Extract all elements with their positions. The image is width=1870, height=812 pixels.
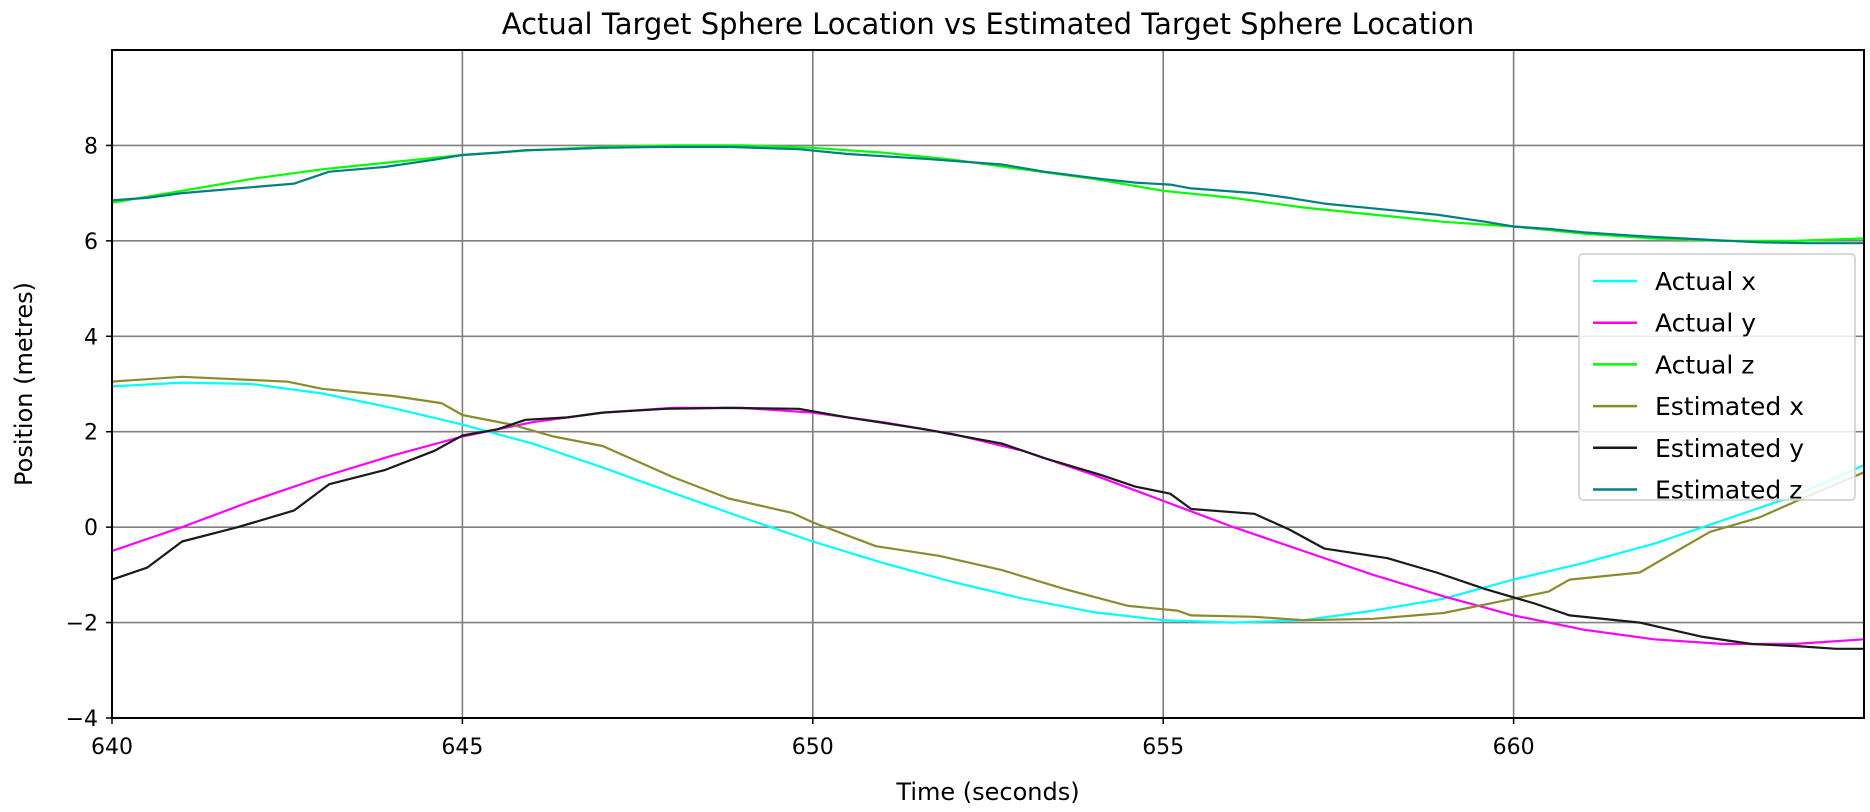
legend-label: Actual y bbox=[1655, 309, 1756, 338]
series-line-estimated-y bbox=[111, 406, 1864, 650]
x-tick-label: 640 bbox=[91, 735, 133, 760]
y-tick-label: 6 bbox=[84, 230, 98, 255]
legend-label: Estimated z bbox=[1655, 476, 1802, 505]
series-line-actual-z bbox=[111, 144, 1865, 242]
plot-area-frame bbox=[111, 49, 1865, 719]
y-tick-label: 4 bbox=[84, 325, 98, 350]
legend: Actual x Actual y Actual z Estimated x Estim… bbox=[1578, 253, 1856, 505]
legend-label: Actual x bbox=[1655, 267, 1756, 296]
x-axis-label: Time (seconds) bbox=[895, 778, 1079, 806]
series-line-estimated-x bbox=[111, 375, 1865, 622]
chart-title: Actual Target Sphere Location vs Estimat… bbox=[502, 7, 1474, 41]
y-tick-label: 8 bbox=[84, 134, 98, 159]
y-tick-label: 2 bbox=[84, 421, 98, 446]
legend-label: Estimated x bbox=[1655, 392, 1804, 421]
legend-label: Estimated y bbox=[1655, 434, 1804, 463]
x-tick-label: 660 bbox=[1493, 735, 1535, 760]
series-lines bbox=[111, 144, 1865, 650]
x-tick-label: 650 bbox=[792, 735, 834, 760]
series-line-actual-y bbox=[111, 406, 1865, 646]
legend-box bbox=[1578, 253, 1856, 501]
x-tick-label: 645 bbox=[441, 735, 483, 760]
legend-label: Actual z bbox=[1655, 350, 1754, 379]
series-line-actual-x bbox=[111, 381, 1865, 624]
y-tick-label: 0 bbox=[84, 516, 98, 541]
x-tick-label: 655 bbox=[1142, 735, 1184, 760]
y-tick-label: −4 bbox=[66, 707, 98, 732]
y-tick-label: −2 bbox=[66, 612, 98, 637]
series-line-estimated-z bbox=[111, 145, 1864, 245]
y-axis-label: Position (metres) bbox=[10, 282, 38, 486]
tick-labels: 640 645 650 655 660 −4 −2 0 2 4 6 8 bbox=[66, 134, 1535, 760]
